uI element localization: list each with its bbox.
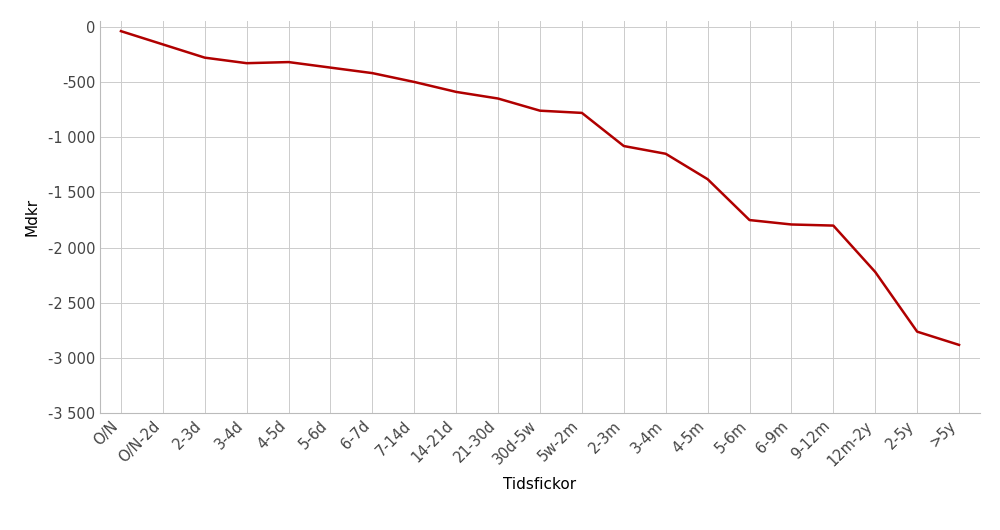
X-axis label: Tidsfickor: Tidsfickor <box>503 477 577 492</box>
Y-axis label: Mdkr: Mdkr <box>24 198 39 236</box>
